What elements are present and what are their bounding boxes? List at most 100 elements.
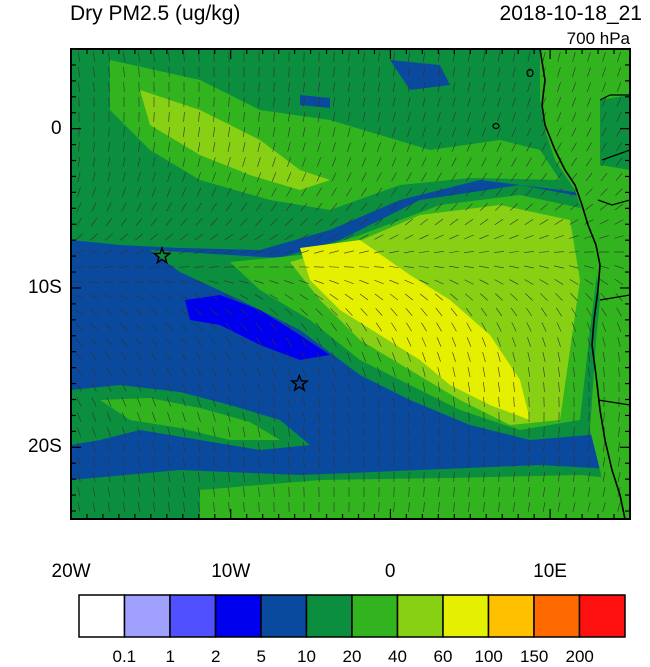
wind-barb [212, 472, 216, 482]
wind-barb [539, 279, 549, 285]
wind-barb [107, 427, 111, 437]
wind-barb [120, 337, 128, 347]
wind-barb [226, 172, 232, 182]
wind-barb [617, 472, 621, 482]
wind-barb [194, 233, 204, 241]
wind-barb [258, 81, 260, 93]
wind-barb [569, 203, 579, 211]
wind-barb [466, 142, 472, 152]
wind-barb [465, 307, 473, 317]
wind-barb [450, 187, 458, 197]
wind-barb [378, 67, 380, 77]
wind-barb [393, 412, 395, 422]
wind-barb [183, 51, 185, 63]
wind-barb [509, 279, 519, 285]
wind-barb [225, 218, 233, 226]
wind-barb [166, 187, 172, 197]
wind-barb [587, 457, 591, 467]
wind-barb [601, 322, 607, 332]
wind-barb [496, 337, 502, 347]
wind-barb [480, 307, 488, 317]
wind-barb [285, 322, 293, 332]
wind-barb [301, 172, 307, 182]
wind-barb [451, 127, 457, 137]
wind-barb [466, 157, 472, 167]
wind-barb [212, 457, 216, 467]
wind-barb [483, 487, 485, 497]
wind-barb [437, 352, 441, 362]
wind-barb [496, 157, 502, 167]
wind-barb [299, 234, 309, 240]
wind-barb [513, 381, 515, 393]
wind-barb [557, 502, 561, 512]
wind-barb [332, 142, 336, 152]
colorbar-swatch [169, 594, 217, 638]
wind-barb [467, 112, 471, 122]
wind-barb [358, 266, 370, 268]
wind-barb [332, 97, 336, 107]
wind-barb [422, 82, 426, 92]
wind-barb [107, 457, 111, 467]
wind-barb [403, 266, 415, 268]
wind-barb [209, 280, 219, 284]
wind-barb [299, 294, 309, 300]
wind-barb [120, 323, 128, 331]
wind-barb [449, 279, 459, 285]
wind-barb [348, 82, 350, 92]
wind-barb [150, 217, 158, 227]
wind-barb [211, 202, 217, 212]
wind-barb [421, 142, 427, 152]
wind-barb [452, 97, 456, 107]
wind-barb [105, 337, 113, 347]
wind-barb [602, 67, 606, 77]
island [492, 122, 500, 130]
wind-barb [405, 307, 413, 317]
wind-barb [437, 127, 441, 137]
wind-barb [419, 266, 429, 268]
map-panel [70, 48, 631, 520]
wind-barb [437, 367, 441, 377]
wind-barb [362, 142, 366, 152]
wind-barb [212, 427, 216, 437]
wind-barb [317, 412, 321, 422]
wind-barb [314, 234, 324, 240]
colorbar-label: 40 [388, 647, 407, 666]
wind-barb [408, 486, 410, 498]
wind-barb [74, 294, 84, 300]
wind-barb [618, 411, 620, 423]
colorbar-swatch [305, 594, 353, 638]
wind-barb [423, 486, 425, 498]
wind-barb [226, 187, 232, 197]
wind-barb [511, 112, 517, 122]
colorbar-label: 10 [297, 647, 316, 666]
wind-barb [314, 280, 324, 284]
wind-barb [303, 471, 305, 483]
wind-barb [585, 157, 593, 167]
wind-barb [421, 322, 427, 332]
wind-barb [209, 249, 219, 255]
wind-barb [524, 234, 534, 240]
wind-barb [106, 367, 112, 377]
wind-barb [526, 142, 532, 152]
wind-barb [272, 382, 276, 392]
wind-barb [91, 397, 97, 407]
wind-barb [227, 412, 231, 422]
wind-barb [481, 322, 487, 332]
wind-barb [225, 337, 233, 347]
wind-barb [378, 501, 380, 513]
wind-barb [408, 52, 410, 62]
wind-barb [480, 203, 488, 211]
wind-barb [376, 172, 382, 182]
wind-barb [209, 294, 219, 300]
wind-barb [359, 279, 369, 285]
x-tick-label: 10E [533, 561, 567, 582]
wind-barb [392, 127, 396, 137]
wind-barb [572, 67, 576, 77]
wind-barb [76, 202, 82, 212]
wind-barb [78, 96, 80, 108]
wind-barb [152, 502, 156, 512]
wind-barb [242, 427, 246, 437]
wind-barb [539, 235, 549, 239]
wind-barb [420, 307, 428, 317]
wind-barb [617, 502, 621, 512]
